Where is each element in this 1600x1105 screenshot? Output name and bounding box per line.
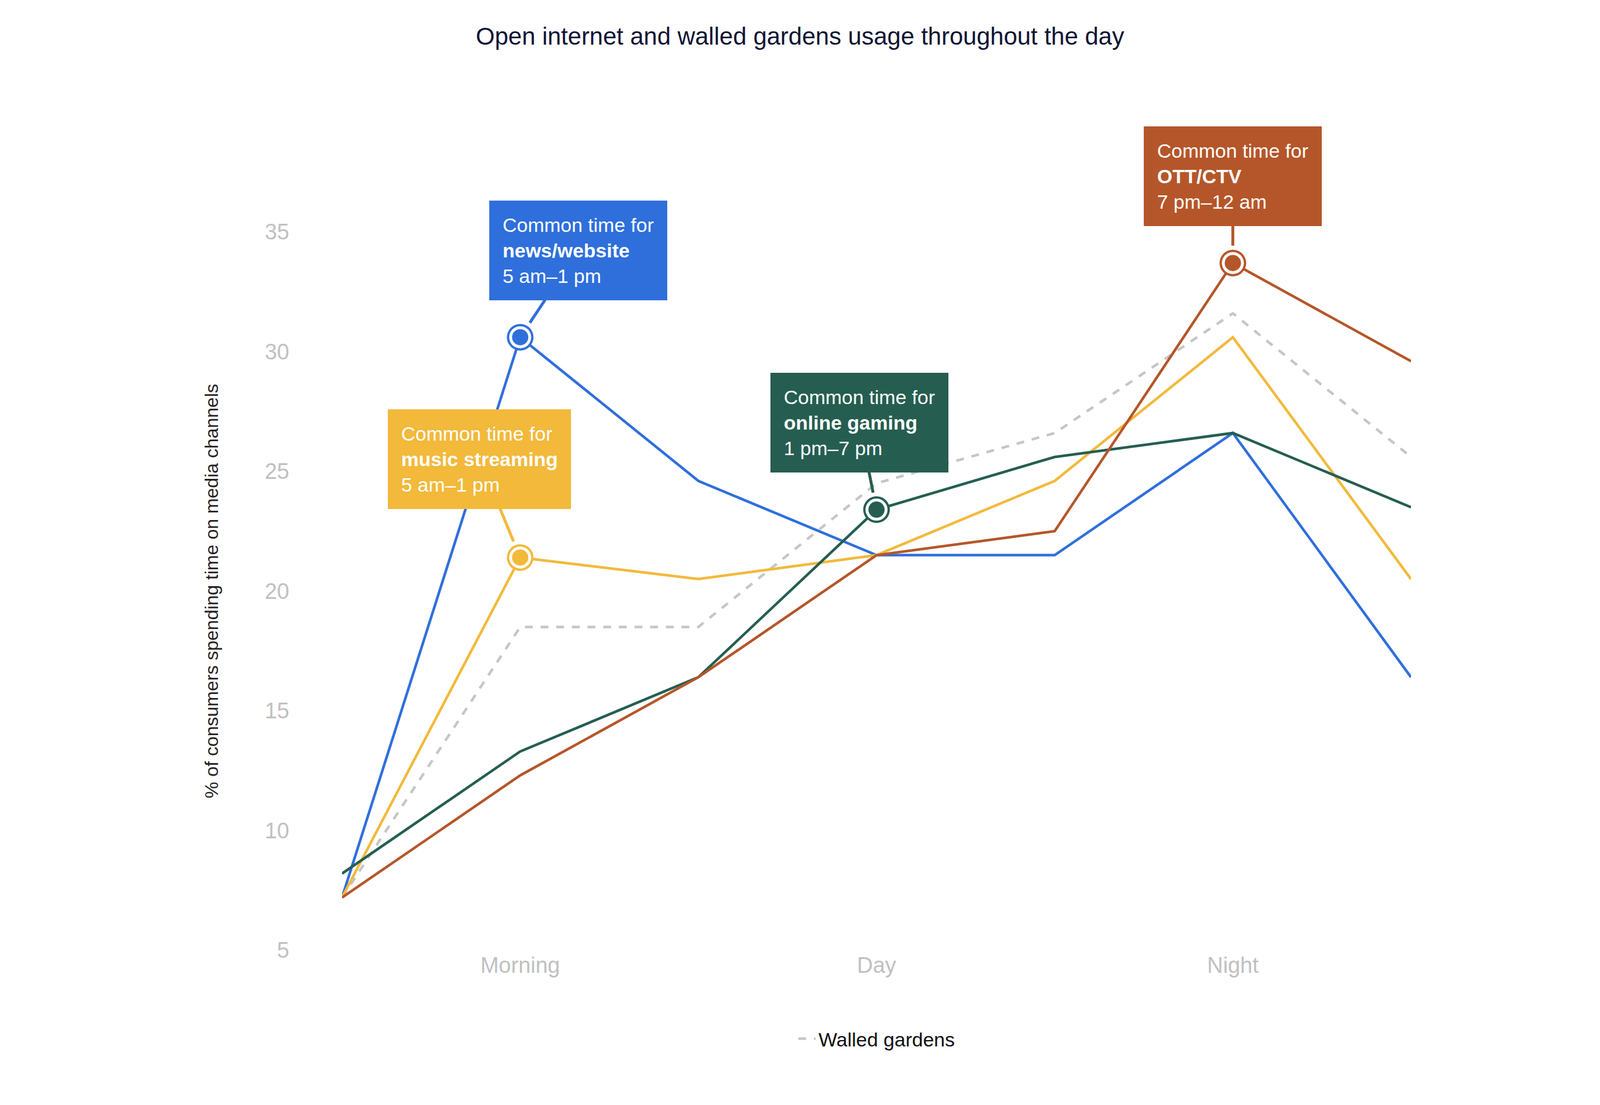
svg-text:30: 30 xyxy=(264,339,290,365)
svg-text:Common time formusic streaming: Common time formusic streaming5 am–1 pm xyxy=(401,422,558,496)
svg-text:20: 20 xyxy=(264,579,290,604)
svg-text:25: 25 xyxy=(264,459,290,484)
svg-text:Day: Day xyxy=(856,953,897,978)
svg-text:Common time fornews/website5 a: Common time fornews/website5 am–1 pm xyxy=(502,213,654,287)
svg-text:Walled gardens: Walled gardens xyxy=(818,1028,955,1051)
svg-text:Common time forOTT/CTV7 pm–12: Common time forOTT/CTV7 pm–12 am xyxy=(1157,139,1309,213)
svg-text:Open internet and walled garde: Open internet and walled gardens usage t… xyxy=(475,22,1125,50)
svg-text:35: 35 xyxy=(264,219,290,245)
svg-text:10: 10 xyxy=(264,818,290,843)
svg-text:5: 5 xyxy=(277,937,290,963)
svg-text:15: 15 xyxy=(264,698,290,723)
svg-text:% of consumers spending time o: % of consumers spending time on media ch… xyxy=(201,383,223,799)
svg-text:Morning: Morning xyxy=(480,953,560,978)
svg-text:Common time foronline gaming1: Common time foronline gaming1 pm–7 pm xyxy=(783,386,936,460)
svg-text:Night: Night xyxy=(1206,953,1259,978)
